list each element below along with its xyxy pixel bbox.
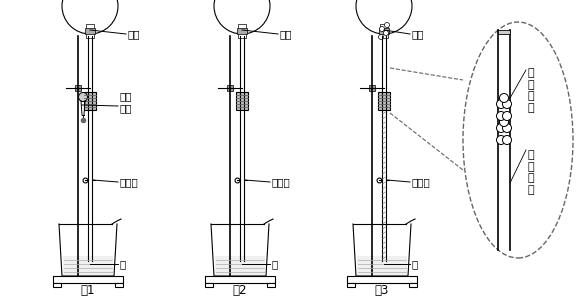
Bar [378,92,390,110]
Text: 图2: 图2 [233,283,247,297]
Text: 图1: 图1 [81,283,95,297]
Bar [498,148,510,218]
Bar [205,283,213,287]
Text: 水: 水 [120,259,126,269]
Bar [63,256,113,275]
Text: 水: 水 [272,259,278,269]
Bar [380,24,388,38]
Circle shape [499,94,509,103]
FancyBboxPatch shape [498,30,510,34]
Bar [205,276,275,283]
Bar [267,283,275,287]
Circle shape [356,0,412,34]
Bar [75,85,81,91]
Bar [115,283,123,287]
Bar [347,283,355,287]
Bar [86,24,94,38]
Bar [227,85,233,91]
Circle shape [499,117,509,126]
Bar [238,24,246,38]
Bar [357,256,407,275]
Bar [84,92,96,110]
Bar [53,276,123,283]
Circle shape [502,136,512,145]
Circle shape [379,35,383,40]
Text: 水: 水 [412,259,418,269]
Text: 止水夹: 止水夹 [412,177,431,187]
Bar [379,28,389,34]
Circle shape [496,123,506,133]
Circle shape [214,0,270,34]
Text: 氨气: 氨气 [280,29,292,39]
Text: 胶头
滴管: 胶头 滴管 [120,91,132,113]
Bar [237,28,247,34]
Circle shape [78,92,88,102]
Bar [215,256,265,275]
Circle shape [383,30,389,35]
Circle shape [502,123,512,133]
Bar [409,283,417,287]
Text: 止水夹: 止水夹 [120,177,139,187]
Bar [236,92,248,110]
Circle shape [385,23,390,27]
Circle shape [502,100,512,108]
Text: 玻
璃
套
管: 玻 璃 套 管 [528,68,535,113]
Text: 氨气: 氨气 [412,29,425,39]
Bar [53,283,61,287]
Bar [369,85,375,91]
Bar [85,28,95,34]
Circle shape [379,27,385,32]
Text: 图3: 图3 [375,283,389,297]
Text: 某
种
固
体: 某 种 固 体 [528,150,535,195]
Circle shape [496,136,506,145]
Circle shape [496,100,506,108]
Circle shape [496,111,506,120]
Text: 止水夹: 止水夹 [272,177,291,187]
Ellipse shape [463,22,573,258]
Bar [347,276,417,283]
Text: 氨气: 氨气 [128,29,140,39]
Circle shape [62,0,118,34]
Circle shape [502,111,512,120]
